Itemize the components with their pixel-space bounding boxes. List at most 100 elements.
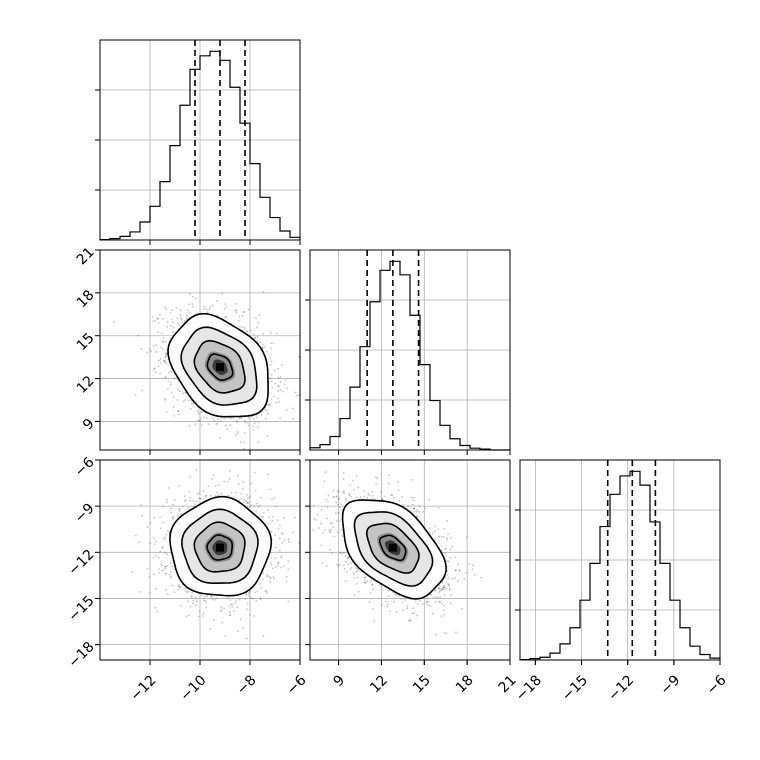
scatter-point [403,599,406,601]
scatter-point [443,613,446,616]
scatter-point [188,490,191,493]
scatter-point [177,508,180,511]
scatter-point [253,615,255,617]
scatter-point [279,417,281,420]
scatter-point [178,413,180,416]
scatter-point [287,538,290,541]
scatter-point [437,587,440,590]
scatter-point [248,505,251,508]
scatter-point [239,441,242,444]
scatter-point [245,637,248,640]
scatter-point [229,613,232,616]
scatter-point [177,379,180,382]
scatter-point [209,628,212,631]
scatter-point [353,594,356,596]
scatter-point [235,491,238,494]
scatter-point [156,317,158,320]
scatter-point [204,599,207,602]
scatter-point [397,489,400,492]
scatter-point [418,599,421,602]
scatter-point [270,342,273,345]
scatter-point [208,308,211,311]
scatter-point [427,601,430,603]
scatter-point [224,424,227,427]
scatter-point [292,418,295,420]
scatter-point [380,490,383,493]
scatter-point [368,494,371,497]
scatter-point [240,417,243,419]
scatter-point [364,581,367,584]
scatter-point [189,499,192,502]
contour-line [181,508,259,585]
scatter-point [169,576,172,579]
scatter-point [195,469,198,472]
scatter-point [191,303,194,305]
scatter-point [443,588,446,591]
scatter-point [162,360,165,362]
scatter-point [274,457,276,459]
scatter-point [442,604,445,607]
scatter-point [258,314,261,317]
scatter-point [353,576,356,579]
scatter-point [247,501,249,504]
scatter-point [223,417,226,420]
scatter-point [176,399,179,401]
scatter-point [197,419,200,422]
scatter-point [342,471,345,474]
scatter-point [401,496,403,498]
scatter-point [442,588,445,591]
scatter-point [255,317,257,320]
scatter-point [268,403,271,406]
scatter-point [162,521,165,523]
scatter-point [234,302,237,305]
scatter-point [271,567,274,570]
scatter-point [170,324,172,327]
scatter-point [271,515,274,518]
scatter-point [249,597,252,599]
scatter-point [418,504,421,507]
scatter-point [291,531,294,534]
scatter-point [281,390,284,393]
scatter-point [189,605,192,608]
scatter-point [235,311,237,314]
scatter-point [173,591,176,594]
scatter-point [393,496,395,499]
scatter-point [162,341,165,343]
scatter-point [341,553,344,555]
scatter-point [152,557,155,559]
scatter-point [176,388,179,391]
scatter-point [235,600,238,602]
scatter-point [141,389,144,392]
scatter-point [187,507,190,509]
scatter-point [204,495,207,497]
y-tick-label: −6 [72,454,98,480]
scatter-point [276,564,279,567]
scatter-point [238,417,240,419]
scatter-point [266,574,269,576]
scatter-point [332,495,335,498]
scatter-point [257,441,260,444]
scatter-point [442,609,445,612]
scatter-point [149,542,152,545]
scatter-point [217,494,220,497]
density-area [100,460,300,660]
scatter-point [348,493,351,495]
scatter-point [153,543,156,546]
scatter-point [167,371,170,374]
scatter-point [210,595,213,598]
scatter-point [271,519,274,522]
scatter-point [154,371,157,374]
scatter-point [457,563,459,566]
scatter-point [164,567,167,570]
scatter-point [285,409,288,412]
scatter-point [426,597,429,600]
scatter-point [438,600,441,603]
scatter-point [270,363,272,366]
scatter-point [312,505,315,507]
scatter-point [153,344,155,347]
scatter-point [437,506,440,509]
scatter-point [246,608,249,611]
scatter-point [246,602,249,605]
scatter-point [180,318,183,321]
scatter-point [239,417,242,419]
